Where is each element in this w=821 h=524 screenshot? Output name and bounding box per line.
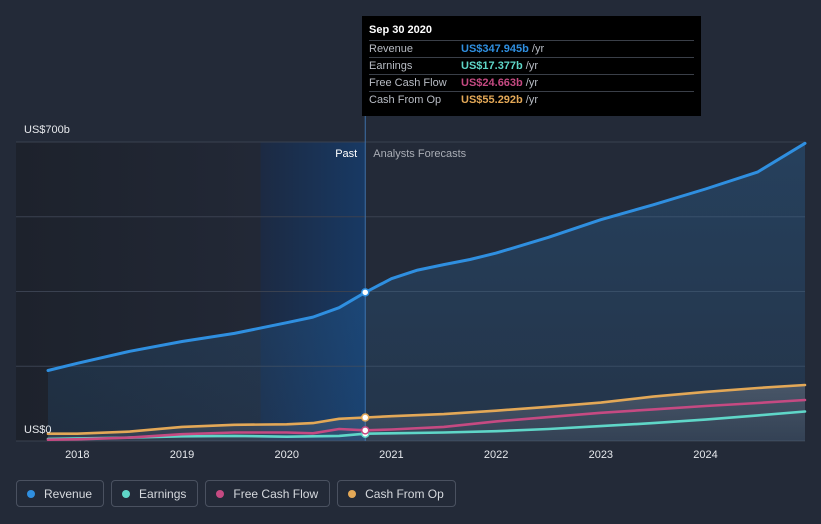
- legend-dot-icon: [348, 489, 357, 498]
- tooltip-unit: /yr: [525, 94, 538, 106]
- tooltip-unit: /yr: [531, 43, 545, 55]
- x-tick-label: 2022: [484, 449, 508, 461]
- y-axis-bottom-label: US$0: [24, 424, 52, 436]
- x-tick-label: 2019: [170, 449, 194, 461]
- legend-label: Free Cash Flow: [233, 486, 319, 501]
- free-cash-flow-marker: [360, 426, 370, 435]
- tooltip-value: US$24.663b: [461, 77, 523, 89]
- series-areas: [48, 143, 805, 442]
- revenue-area: [48, 143, 805, 442]
- legend-item-fcf[interactable]: Free Cash Flow: [205, 480, 331, 507]
- tooltip-unit: /yr: [525, 60, 538, 72]
- cash-from-op-line: [46, 383, 807, 435]
- x-tick-label: 2020: [274, 449, 298, 461]
- legend-item-cfo[interactable]: Cash From Op: [337, 480, 456, 507]
- tooltip-value: US$347.945b: [461, 43, 529, 55]
- tooltip-row-revenue: Revenue US$347.945b /yr: [369, 40, 694, 57]
- tooltip-label: Earnings: [369, 60, 413, 72]
- tooltip-row-fcf: Free Cash Flow US$24.663b /yr: [369, 74, 694, 91]
- tooltip-row-earnings: Earnings US$17.377b /yr: [369, 57, 694, 74]
- legend-label: Revenue: [44, 486, 93, 501]
- tooltip-label: Free Cash Flow: [369, 77, 447, 89]
- x-tick-label: 2021: [379, 449, 403, 461]
- chart-labels: US$700b US$0 Past Analysts Forecasts 2018 201…: [24, 124, 718, 461]
- forecast-label: Analysts Forecasts: [373, 148, 466, 160]
- tooltip-label: Revenue: [369, 43, 414, 55]
- revenue-marker: [360, 288, 370, 297]
- cash-from-op-area: [48, 385, 805, 441]
- y-axis-top-label: US$700b: [24, 124, 70, 136]
- tooltip-unit: /yr: [525, 77, 538, 89]
- legend: Revenue Earnings Free Cash Flow Cash Fro…: [16, 480, 456, 509]
- earnings-line: [46, 410, 807, 441]
- legend-label: Cash From Op: [365, 486, 444, 501]
- x-tick-label: 2018: [65, 449, 89, 461]
- tooltip-value: US$17.377b: [461, 60, 523, 72]
- series-lines: [46, 141, 807, 441]
- x-tick-label: 2024: [693, 449, 717, 461]
- legend-label: Earnings: [139, 486, 187, 501]
- past-label: Past: [335, 148, 357, 160]
- tooltip-value: US$55.292b: [461, 94, 523, 106]
- tooltip-date: Sep 30 2020: [369, 24, 432, 36]
- legend-dot-icon: [27, 489, 35, 498]
- legend-dot-icon: [122, 489, 131, 498]
- tooltip: Sep 30 2020 Revenue US$347.945b /yr Earn…: [362, 16, 701, 116]
- series-markers: [360, 288, 370, 438]
- free-cash-flow-line: [46, 398, 807, 441]
- legend-item-earnings[interactable]: Earnings: [111, 480, 199, 507]
- tooltip-label: Cash From Op: [369, 94, 442, 106]
- cash-from-op-marker: [360, 413, 370, 422]
- legend-dot-icon: [216, 489, 225, 498]
- legend-item-revenue[interactable]: Revenue: [16, 480, 105, 507]
- revenue-line: [46, 141, 807, 372]
- tooltip-row-cfo: Cash From Op US$55.292b /yr: [369, 91, 694, 108]
- x-tick-label: 2023: [589, 449, 613, 461]
